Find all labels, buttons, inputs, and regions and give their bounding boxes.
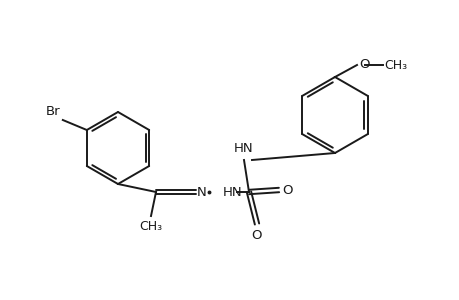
Text: CH₃: CH₃: [139, 220, 162, 233]
Text: O: O: [281, 184, 292, 196]
Text: N: N: [196, 187, 206, 200]
Text: O: O: [251, 229, 262, 242]
Text: CH₃: CH₃: [383, 58, 406, 71]
Text: HN: HN: [234, 142, 253, 155]
Text: Br: Br: [46, 105, 61, 118]
Text: O: O: [358, 58, 369, 70]
Text: HN: HN: [223, 185, 242, 199]
